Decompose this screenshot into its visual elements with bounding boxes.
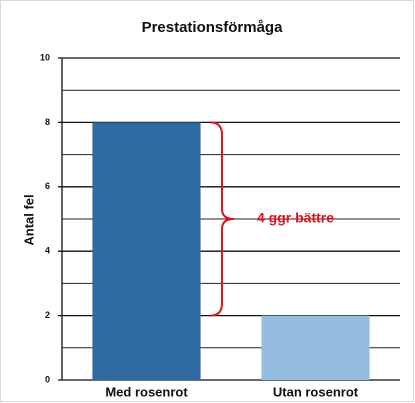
y-tick-label: 4 [45, 246, 50, 256]
y-tick-label: 8 [45, 117, 50, 127]
y-tick-label: 10 [40, 52, 50, 62]
x-tick-label: Utan rosenrot [273, 384, 359, 399]
chart-title: Prestationsförmåga [142, 19, 284, 36]
annotation: 4 ggr bättre [257, 210, 334, 226]
bar [92, 122, 201, 381]
y-tick-label: 2 [45, 310, 50, 320]
bar [261, 315, 370, 380]
brace [209, 121, 235, 317]
y-tick-label: 0 [45, 374, 50, 384]
y-tick-label: 6 [45, 181, 50, 191]
x-tick-label: Med rosenrot [105, 384, 188, 399]
y-axis-label: Antal fel [21, 194, 36, 245]
